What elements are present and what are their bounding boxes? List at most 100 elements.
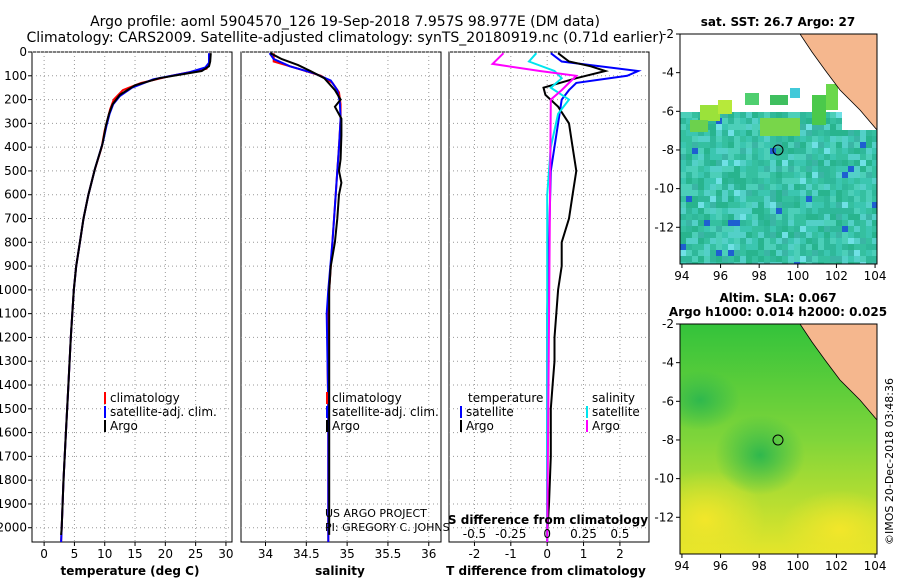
sst-cell bbox=[692, 208, 698, 214]
sst-cell bbox=[830, 250, 836, 256]
sst-cell bbox=[686, 184, 692, 190]
sst-cell bbox=[830, 220, 836, 226]
sst-cell bbox=[794, 136, 800, 142]
sst-cell bbox=[782, 148, 788, 154]
sst-cell bbox=[854, 148, 860, 154]
sst-cell bbox=[818, 244, 824, 250]
x2-tick-label: -0.25 bbox=[495, 527, 526, 541]
sst-cell bbox=[794, 256, 800, 262]
sst-cell bbox=[830, 226, 836, 232]
sst-cell bbox=[806, 244, 812, 250]
sst-cell bbox=[794, 232, 800, 238]
sst-cell bbox=[854, 250, 860, 256]
sst-cell bbox=[710, 232, 716, 238]
sst-cell bbox=[728, 202, 734, 208]
sst-cell bbox=[830, 208, 836, 214]
sst-cell bbox=[740, 124, 746, 130]
sst-cell bbox=[698, 196, 704, 202]
sst-cell bbox=[842, 154, 848, 160]
sst-cell bbox=[782, 112, 788, 118]
sst-cell bbox=[854, 244, 860, 250]
sst-cell bbox=[806, 166, 812, 172]
sst-cell bbox=[710, 160, 716, 166]
sst-cell bbox=[746, 250, 752, 256]
sst-cell bbox=[836, 208, 842, 214]
sst-cell bbox=[788, 112, 794, 118]
sst-cell bbox=[734, 220, 740, 226]
sst-cell bbox=[854, 238, 860, 244]
sst-cell bbox=[734, 190, 740, 196]
sst-cell bbox=[818, 202, 824, 208]
sst-cell bbox=[842, 190, 848, 196]
sst-cell bbox=[710, 238, 716, 244]
sst-cell bbox=[866, 184, 872, 190]
sst-cell bbox=[830, 196, 836, 202]
sst-cell bbox=[746, 118, 752, 124]
sst-cell bbox=[860, 160, 866, 166]
sst-cell bbox=[758, 172, 764, 178]
sst-cell bbox=[782, 184, 788, 190]
sst-cell bbox=[818, 256, 824, 262]
sst-cell bbox=[866, 178, 872, 184]
sst-cell bbox=[770, 136, 776, 142]
sst-cell bbox=[782, 190, 788, 196]
map-y-tick-label: -6 bbox=[662, 104, 674, 118]
sst-cell bbox=[752, 160, 758, 166]
sst-cell bbox=[782, 232, 788, 238]
sst-cell bbox=[800, 154, 806, 160]
sst-cell bbox=[794, 166, 800, 172]
sst-cell bbox=[794, 196, 800, 202]
sst-cell bbox=[800, 238, 806, 244]
sst-cell bbox=[758, 178, 764, 184]
sst-cell bbox=[770, 190, 776, 196]
sst-cell bbox=[794, 172, 800, 178]
sst-cell bbox=[740, 256, 746, 262]
sst-cell bbox=[764, 250, 770, 256]
sst-cell bbox=[776, 202, 782, 208]
sst-cell bbox=[764, 208, 770, 214]
sst-cell bbox=[776, 166, 782, 172]
y-tick-label: 300 bbox=[4, 116, 27, 130]
sst-cell bbox=[860, 136, 866, 142]
sst-cell bbox=[692, 184, 698, 190]
sst-cell bbox=[692, 160, 698, 166]
sst-cell bbox=[752, 130, 758, 136]
salinity-legend: climatology satellite-adj. clim. Argo bbox=[326, 391, 439, 433]
sst-cell bbox=[824, 262, 830, 264]
sst-cell bbox=[722, 256, 728, 262]
sst-cell bbox=[692, 226, 698, 232]
sst-cell bbox=[686, 220, 692, 226]
sst-cell bbox=[722, 178, 728, 184]
sst-cell bbox=[860, 142, 866, 148]
sst-cell bbox=[866, 220, 872, 226]
sst-cell bbox=[866, 202, 872, 208]
sst-cell bbox=[716, 190, 722, 196]
sst-cell bbox=[698, 154, 704, 160]
sst-cell bbox=[746, 178, 752, 184]
sst-cell bbox=[860, 172, 866, 178]
sst-cell bbox=[836, 124, 842, 130]
sst-cell bbox=[710, 208, 716, 214]
sst-cell bbox=[782, 142, 788, 148]
sst-cell bbox=[710, 166, 716, 172]
sst-cell bbox=[692, 220, 698, 226]
sst-cell bbox=[782, 172, 788, 178]
sst-cell bbox=[698, 220, 704, 226]
sst-cell bbox=[824, 196, 830, 202]
legend-s-argo: Argo bbox=[592, 419, 620, 433]
sst-cell bbox=[794, 262, 800, 264]
sst-cell bbox=[740, 172, 746, 178]
sst-cell bbox=[740, 160, 746, 166]
sst-cell bbox=[794, 202, 800, 208]
sst-cell bbox=[842, 238, 848, 244]
sst-cell bbox=[812, 184, 818, 190]
sst-cell bbox=[764, 142, 770, 148]
sst-cell bbox=[710, 190, 716, 196]
sst-cell bbox=[758, 148, 764, 154]
sst-cell bbox=[788, 172, 794, 178]
sst-cell bbox=[818, 232, 824, 238]
sst-cell bbox=[728, 214, 734, 220]
sst-cell bbox=[716, 214, 722, 220]
sst-cell bbox=[704, 154, 710, 160]
